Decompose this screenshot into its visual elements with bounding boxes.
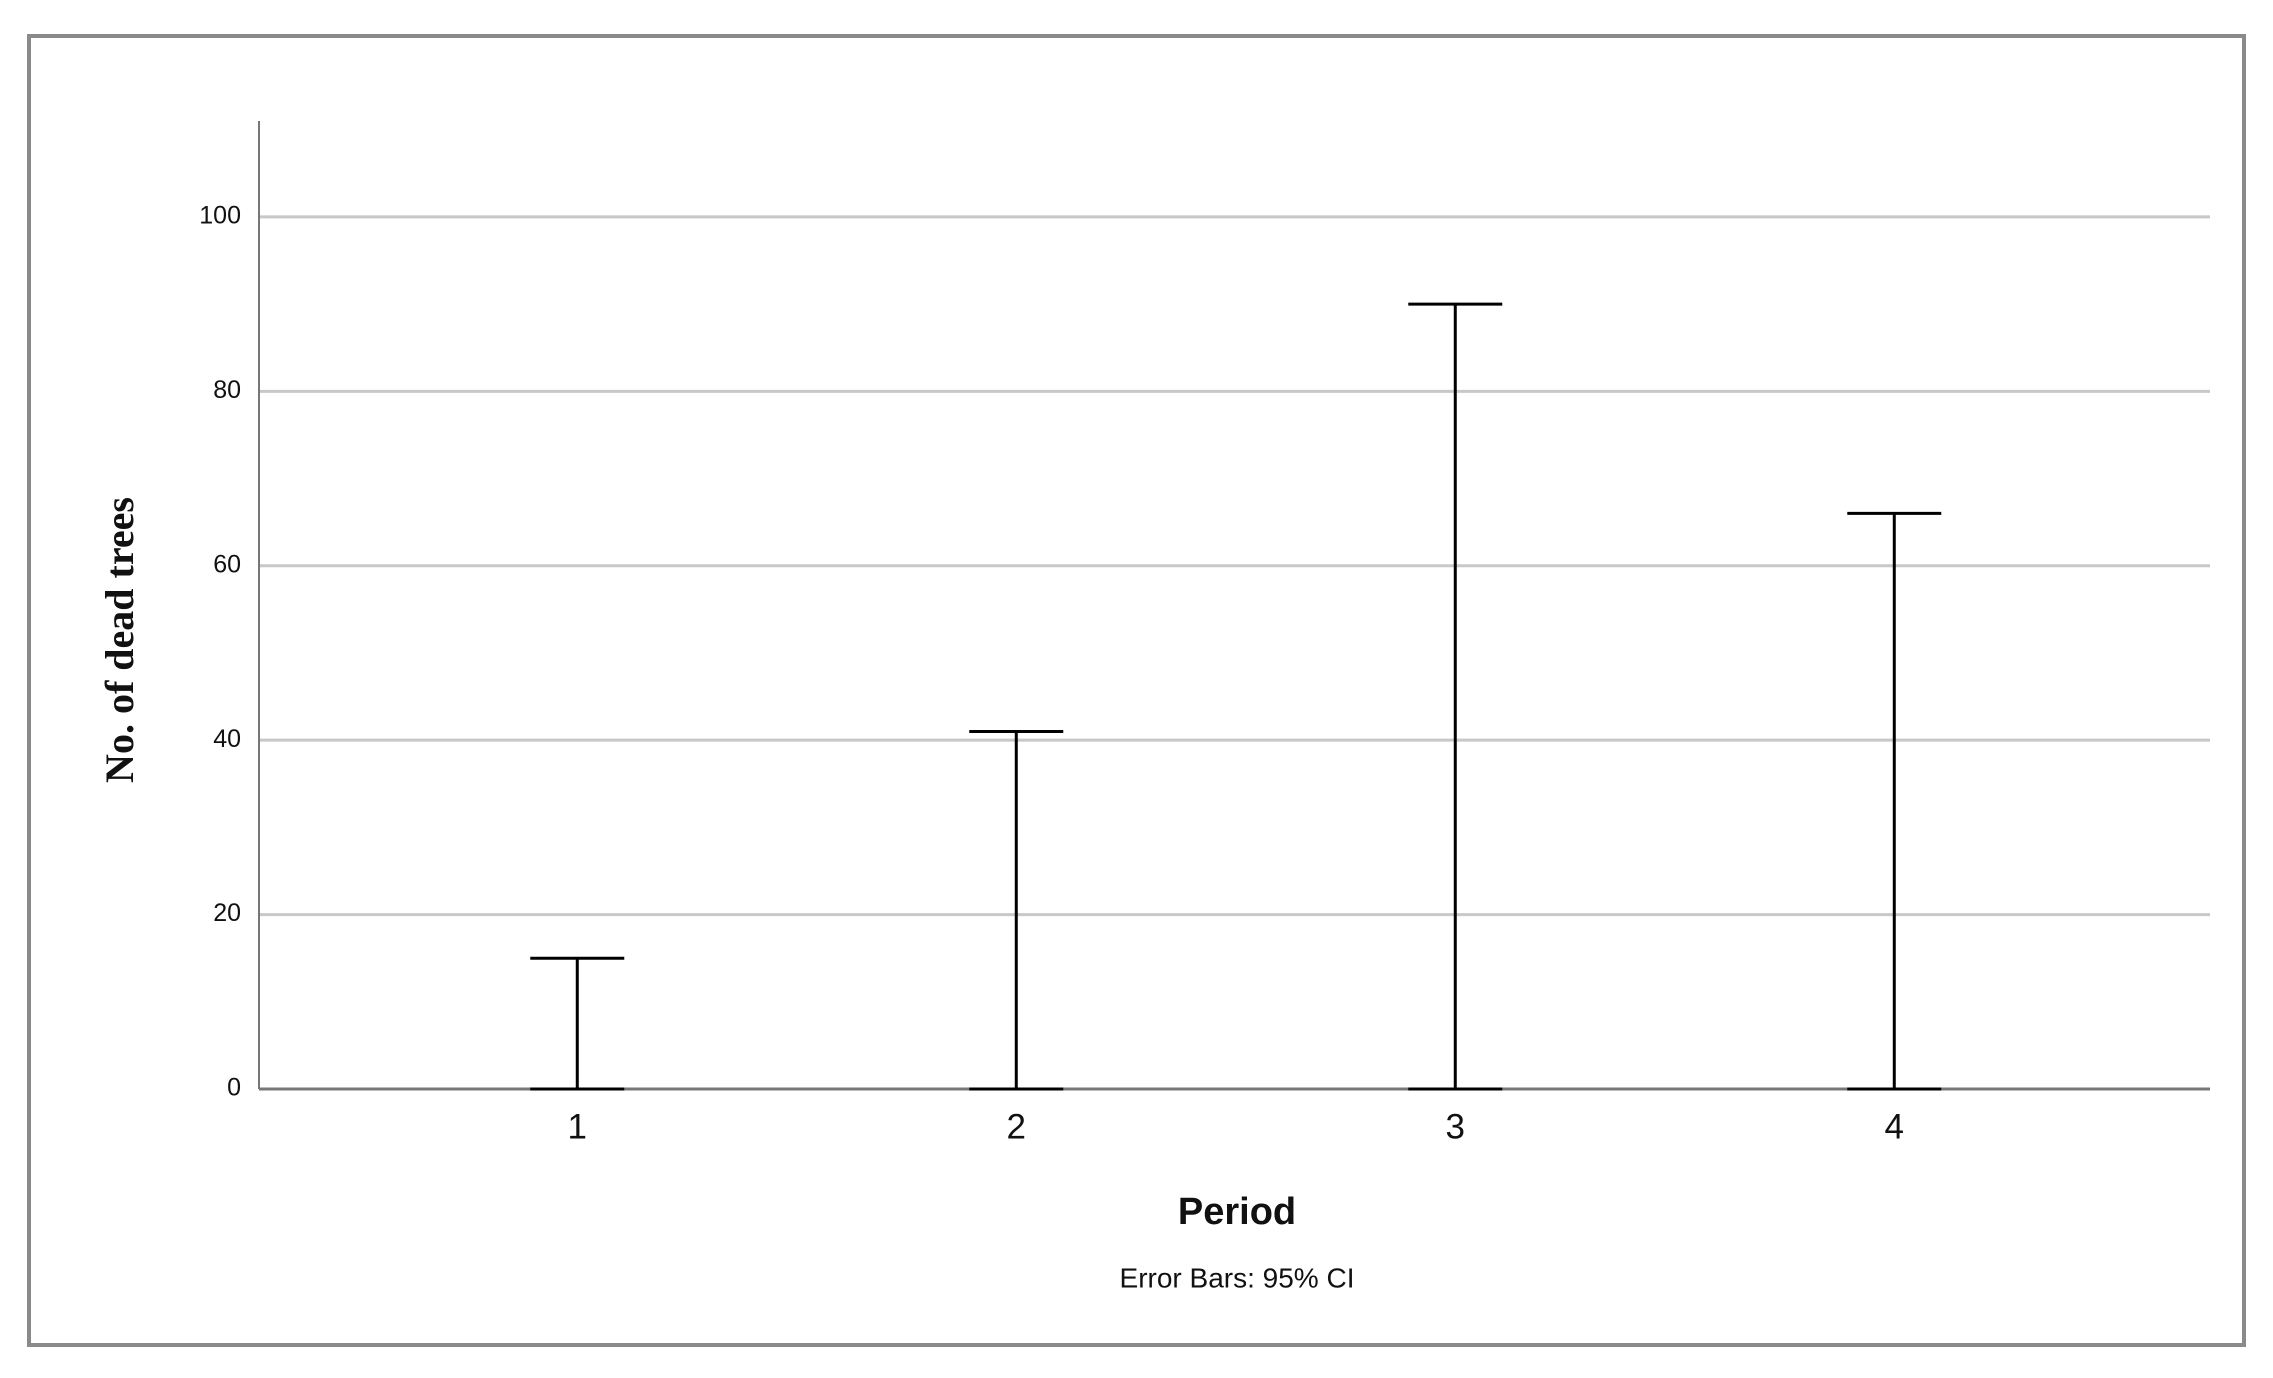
y-tick-label: 40: [213, 725, 241, 753]
y-tick-label: 20: [213, 899, 241, 927]
frame: [27, 34, 2246, 1347]
footnote: Error Bars: 95% CI: [1120, 1262, 1355, 1293]
y-axis-title: No. of dead trees: [97, 497, 142, 783]
x-tick-label: 4: [1885, 1107, 1904, 1146]
x-tick-label: 3: [1446, 1107, 1465, 1146]
y-tick-label: 60: [213, 550, 241, 578]
y-tick-label: 80: [213, 376, 241, 404]
x-tick-label: 1: [568, 1107, 587, 1146]
y-tick-label: 0: [227, 1074, 241, 1102]
y-tick-label: 100: [199, 202, 241, 230]
x-axis-title: Period: [1178, 1191, 1296, 1233]
x-tick-label: 2: [1007, 1107, 1026, 1146]
